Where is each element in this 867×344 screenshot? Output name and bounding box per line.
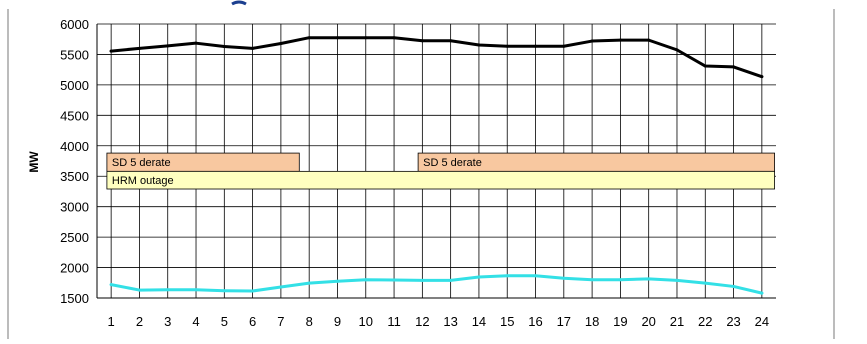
data-point: [647, 38, 651, 42]
data-point: [618, 38, 622, 42]
data-point: [166, 288, 170, 292]
data-point: [732, 65, 736, 69]
x-tick-label: 18: [585, 314, 599, 329]
x-tick-label: 12: [415, 314, 429, 329]
x-tick-label: 13: [443, 314, 457, 329]
data-point: [279, 41, 283, 45]
data-point: [335, 36, 339, 40]
x-tick-label: 4: [192, 314, 199, 329]
data-point: [222, 45, 226, 49]
data-point: [109, 49, 113, 53]
y-axis-label: MW: [27, 151, 41, 173]
data-point: [562, 276, 566, 280]
y-tick-label: 4000: [60, 139, 89, 154]
x-tick-label: 22: [698, 314, 712, 329]
data-point: [137, 46, 141, 50]
x-tick-label: 10: [359, 314, 373, 329]
annotation-label: SD 5 derate: [112, 157, 171, 169]
data-point: [166, 44, 170, 48]
y-tick-label: 2500: [60, 230, 89, 245]
data-point: [618, 278, 622, 282]
annotation-band: [106, 170, 775, 190]
y-tick-label: 5500: [60, 47, 89, 62]
x-tick-label: 16: [528, 314, 542, 329]
x-tick-label: 17: [557, 314, 571, 329]
data-point: [251, 46, 255, 50]
data-point: [703, 281, 707, 285]
data-point: [392, 36, 396, 40]
y-tick-label: 3500: [60, 169, 89, 184]
data-point: [137, 288, 141, 292]
y-tick-label: 4500: [60, 108, 89, 123]
data-point: [760, 291, 764, 295]
x-tick-label: 5: [221, 314, 228, 329]
x-tick-label: 2: [136, 314, 143, 329]
data-point: [477, 43, 481, 47]
outage-bands: SD 5 derate SD 5 derate HRM outage: [106, 152, 775, 190]
data-point: [477, 275, 481, 279]
data-point: [675, 278, 679, 282]
data-point: [307, 36, 311, 40]
data-point: [675, 48, 679, 52]
x-tick-label: 15: [500, 314, 514, 329]
x-tick-label: 23: [726, 314, 740, 329]
data-point: [251, 289, 255, 293]
y-tick-label: 6000: [60, 17, 89, 32]
x-tick-label: 11: [387, 314, 401, 329]
data-point: [307, 281, 311, 285]
series-lines: [109, 36, 764, 295]
y-tick-label: 3000: [60, 200, 89, 215]
data-point: [590, 278, 594, 282]
x-tick-label: 6: [249, 314, 256, 329]
x-tick-label: 1: [108, 314, 115, 329]
data-point: [505, 44, 509, 48]
data-point: [505, 274, 509, 278]
x-tick-label: 9: [334, 314, 341, 329]
data-point: [335, 279, 339, 283]
data-point: [194, 288, 198, 292]
annotation-label: HRM outage: [112, 175, 174, 187]
annotation-label: SD 5 derate: [423, 157, 482, 169]
x-tick-label: 3: [164, 314, 171, 329]
data-point: [364, 278, 368, 282]
data-point: [534, 44, 538, 48]
data-point: [562, 44, 566, 48]
x-tick-label: 8: [306, 314, 313, 329]
data-point: [732, 284, 736, 288]
series-line: [109, 36, 764, 79]
x-tick-label: 19: [613, 314, 627, 329]
data-point: [647, 277, 651, 281]
y-tick-label: 2000: [60, 261, 89, 276]
data-point: [109, 283, 113, 287]
data-point: [364, 36, 368, 40]
x-tick-label: 7: [277, 314, 284, 329]
x-tick-label: 24: [755, 314, 769, 329]
y-tick-label: 5000: [60, 78, 89, 93]
data-point: [194, 41, 198, 45]
series-line: [109, 274, 764, 295]
axes: 1500 2000 2500 3000 3500 4000 4500 5000 5500 6000…: [60, 17, 776, 329]
data-point: [449, 278, 453, 282]
y-tick-label: 1500: [60, 291, 89, 306]
x-tick-label: 21: [670, 314, 684, 329]
data-point: [222, 289, 226, 293]
data-point: [590, 39, 594, 43]
data-point: [449, 39, 453, 43]
data-point: [420, 39, 424, 43]
data-point: [420, 278, 424, 282]
data-point: [760, 75, 764, 79]
cropped-heading-fragment: [231, 0, 247, 6]
x-tick-label: 20: [641, 314, 655, 329]
data-point: [279, 285, 283, 289]
data-point: [703, 64, 707, 68]
data-point: [392, 278, 396, 282]
data-point: [534, 274, 538, 278]
x-tick-label: 14: [472, 314, 486, 329]
